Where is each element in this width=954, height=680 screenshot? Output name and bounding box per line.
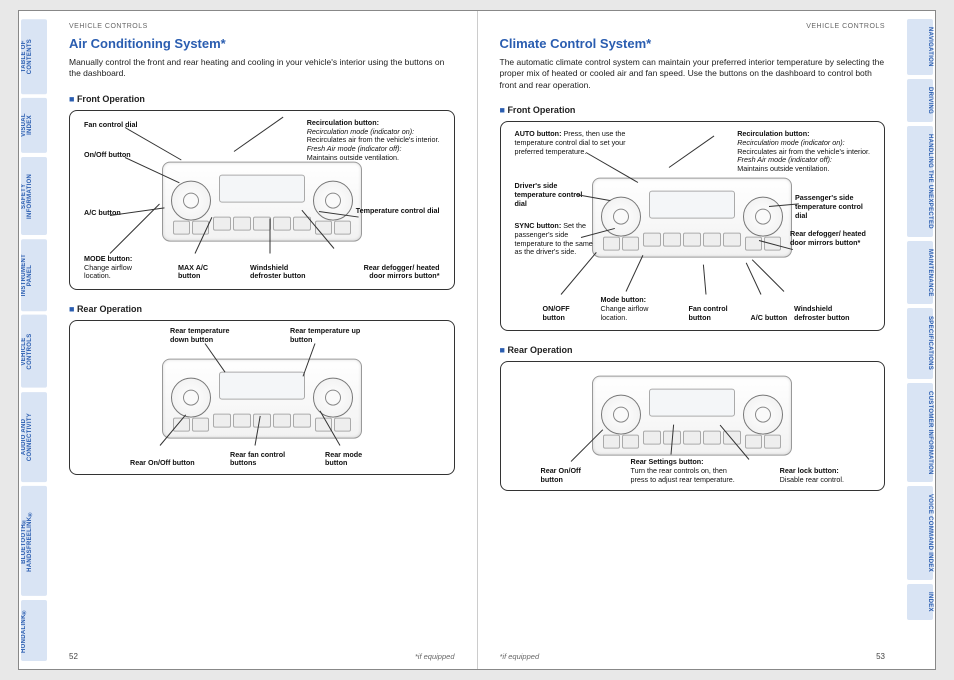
lbl-defog: Rear defogger/ heated door mirrors butto…: [360, 264, 440, 281]
ac-front-diagram: Fan control dial On/Off button A/C butto…: [69, 110, 455, 290]
tab-bluetooth[interactable]: BLUETOOTH® HANDSFREELINK®: [21, 486, 47, 596]
cc-display: [649, 191, 735, 219]
cc-intro: The automatic climate control system can…: [500, 57, 886, 91]
tab-index[interactable]: INDEX: [907, 584, 933, 620]
fan-dial-icon: [171, 181, 211, 221]
cc-panel: [592, 178, 792, 258]
right-footer: *if equipped 53: [500, 652, 886, 661]
tab-specifications[interactable]: SPECIFICATIONS: [907, 308, 933, 378]
cc-rear-head: Rear Operation: [500, 345, 886, 355]
page-number-right: 53: [876, 652, 885, 661]
tab-toc[interactable]: TABLE OF CONTENTS: [21, 19, 47, 94]
cc-front-diagram: AUTO button: Press, then use the tempera…: [500, 121, 886, 331]
lbl-cr-set: Rear Settings button:Turn the rear contr…: [631, 458, 741, 484]
lbl-onoff: On/Off button: [84, 151, 131, 160]
tab-safety[interactable]: SAFETY INFORMATION: [21, 157, 47, 235]
lbl-cc-fan: Fan control button: [689, 305, 744, 322]
cc-rear-panel: [592, 375, 792, 455]
header-text: VEHICLE CONTROLS: [69, 23, 455, 30]
lbl-cr-onoff: Rear On/Off button: [541, 467, 601, 484]
ac-front-panel: [162, 162, 362, 242]
lbl-ronoff: Rear On/Off button: [130, 459, 195, 468]
tab-driving[interactable]: DRIVING: [907, 79, 933, 122]
lbl-rmode: Rear mode button: [325, 451, 385, 468]
cc-front-head: Front Operation: [500, 105, 886, 115]
page-left: VEHICLE CONTROLS Air Conditioning System…: [47, 11, 477, 669]
cc-rear-diagram: Rear On/Off button Rear Settings button:…: [500, 361, 886, 491]
tab-hondalink[interactable]: HONDALINK®: [21, 600, 47, 661]
lbl-pass: Passenger's side temperature control dia…: [795, 194, 870, 220]
lbl-max: MAX A/C button: [178, 264, 228, 281]
display-icon: [219, 175, 305, 203]
ac-rear-head: Rear Operation: [69, 304, 455, 314]
rear-display: [219, 372, 305, 400]
page-right: VEHICLE CONTROLS Climate Control System*…: [477, 11, 908, 669]
footnote-right: *if equipped: [500, 652, 540, 661]
ac-rear-diagram: Rear temperature down button Rear temper…: [69, 320, 455, 475]
ac-title: Air Conditioning System*: [69, 36, 455, 51]
tab-audio[interactable]: AUDIO AND CONNECTIVITY: [21, 392, 47, 482]
lbl-cc-ac: A/C button: [751, 314, 788, 323]
tab-instrument-panel[interactable]: INSTRUMENT PANEL: [21, 239, 47, 311]
lbl-rtdown: Rear temperature down button: [170, 327, 250, 344]
ac-intro: Manually control the front and rear heat…: [69, 57, 455, 80]
lbl-sync: SYNC button: Set the passenger's side te…: [515, 222, 595, 257]
cc-button-row: [643, 233, 741, 247]
tab-vehicle-controls[interactable]: VEHICLE CONTROLS: [21, 315, 47, 388]
lbl-rtup: Rear temperature up button: [290, 327, 370, 344]
rear-dial-r: [313, 378, 353, 418]
lbl-wind: Windshield defroster button: [250, 264, 320, 281]
lbl-fan: Fan control dial: [84, 121, 138, 130]
tab-navigation[interactable]: NAVIGATION: [907, 19, 933, 75]
tab-visual-index[interactable]: VISUAL INDEX: [21, 98, 47, 153]
lbl-cc-onoff: ON/OFF button: [543, 305, 585, 322]
tab-voice-command[interactable]: VOICE COMMAND INDEX: [907, 486, 933, 580]
tab-handling[interactable]: HANDLING THE UNEXPECTED: [907, 126, 933, 237]
lbl-reardef: Rear defogger/ heated door mirrors butto…: [790, 230, 870, 247]
ac-rear-panel: [162, 359, 362, 439]
lbl-recirc: Recirculation button: Recirculation mode…: [307, 119, 440, 162]
lbl-driver: Driver's side temperature control dial: [515, 182, 585, 208]
lbl-temp: Temperature control dial: [356, 207, 440, 216]
cc-title: Climate Control System*: [500, 36, 886, 51]
lbl-cc-recirc: Recirculation button: Recirculation mode…: [737, 130, 870, 173]
footnote-left: *if equipped: [415, 652, 455, 661]
lbl-rfan: Rear fan control buttons: [230, 451, 300, 468]
button-row-icon: [213, 217, 311, 231]
lbl-cc-mode: Mode button:Change airflow location.: [601, 296, 666, 322]
lbl-mode: MODE button:Change airflow location.: [84, 255, 154, 281]
tab-maintenance[interactable]: MAINTENANCE: [907, 241, 933, 305]
tab-customer-info[interactable]: CUSTOMER INFORMATION: [907, 383, 933, 483]
rear-button-row: [213, 414, 311, 428]
passenger-dial-icon: [743, 197, 783, 237]
left-tab-list: TABLE OF CONTENTS VISUAL INDEX SAFETY IN…: [19, 11, 47, 669]
manual-spread: TABLE OF CONTENTS VISUAL INDEX SAFETY IN…: [18, 10, 936, 670]
lbl-cr-lock: Rear lock button:Disable rear control.: [780, 467, 844, 484]
page-number-left: 52: [69, 652, 78, 661]
left-footer: 52 *if equipped: [69, 652, 455, 661]
ac-front-head: Front Operation: [69, 94, 455, 104]
lbl-cc-wind: Windshield defroster button: [794, 305, 854, 322]
header-text-r: VEHICLE CONTROLS: [500, 23, 886, 30]
right-tab-list: NAVIGATION DRIVING HANDLING THE UNEXPECT…: [907, 11, 935, 669]
rear-dial-l: [171, 378, 211, 418]
